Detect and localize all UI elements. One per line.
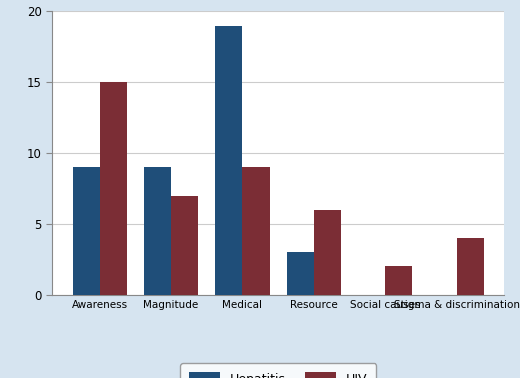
Bar: [385, 266, 412, 295]
Bar: [144, 167, 171, 295]
Legend: Hepatitis, HIV: Hepatitis, HIV: [180, 364, 376, 378]
Bar: [171, 196, 198, 295]
Bar: [457, 238, 484, 295]
Bar: [215, 26, 242, 295]
Bar: [73, 167, 100, 295]
Bar: [287, 253, 314, 295]
Bar: [242, 167, 270, 295]
Bar: [100, 82, 127, 295]
Bar: [314, 210, 341, 295]
